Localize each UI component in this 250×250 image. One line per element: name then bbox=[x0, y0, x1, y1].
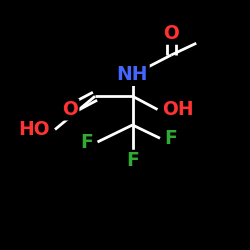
Text: NH: NH bbox=[117, 66, 148, 84]
Text: O: O bbox=[163, 24, 179, 43]
Text: HO: HO bbox=[18, 120, 50, 139]
Text: F: F bbox=[164, 129, 177, 148]
Text: O: O bbox=[62, 100, 78, 119]
Text: OH: OH bbox=[162, 100, 194, 119]
Text: F: F bbox=[126, 151, 139, 170]
Text: F: F bbox=[80, 132, 93, 152]
